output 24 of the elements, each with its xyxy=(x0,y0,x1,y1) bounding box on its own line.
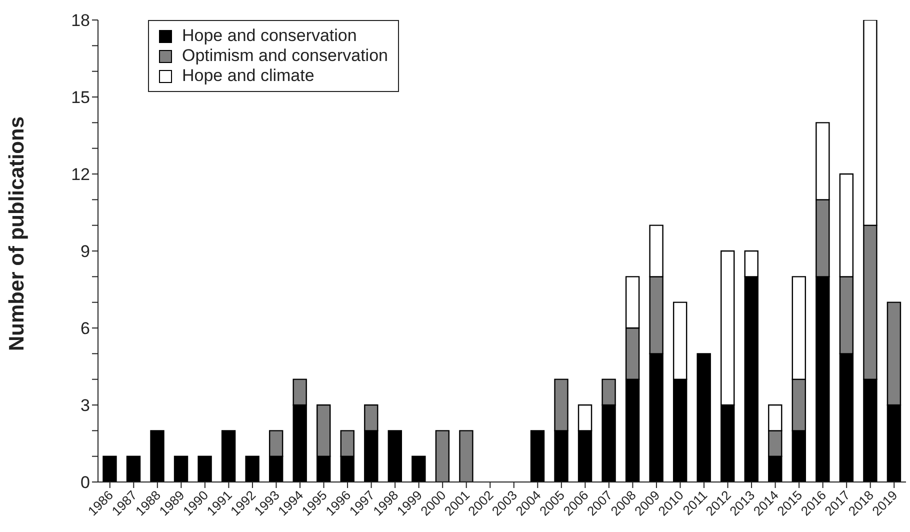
legend-label: Hope and conservation xyxy=(182,26,357,46)
y-tick-label: 12 xyxy=(71,165,90,184)
bar xyxy=(696,353,711,482)
bar xyxy=(459,430,474,482)
y-tick-label: 18 xyxy=(71,11,90,30)
legend-label: Hope and climate xyxy=(182,66,314,86)
bar xyxy=(198,456,212,482)
y-tick-label: 15 xyxy=(71,88,90,108)
y-axis-title: Number of publications xyxy=(5,116,28,351)
bar xyxy=(221,430,236,482)
bar xyxy=(150,430,164,482)
bar xyxy=(388,430,402,482)
legend-label: Optimism and conservation xyxy=(182,46,388,66)
bar xyxy=(245,456,260,482)
bar xyxy=(174,456,188,482)
y-tick-label: 6 xyxy=(80,319,90,338)
bar xyxy=(530,430,545,482)
bar xyxy=(126,456,141,482)
bar xyxy=(435,430,450,482)
y-tick-label: 0 xyxy=(80,473,90,492)
bar xyxy=(102,456,117,482)
bar xyxy=(412,456,426,482)
y-tick-label: 3 xyxy=(80,396,90,416)
y-tick-label: 9 xyxy=(80,242,90,262)
